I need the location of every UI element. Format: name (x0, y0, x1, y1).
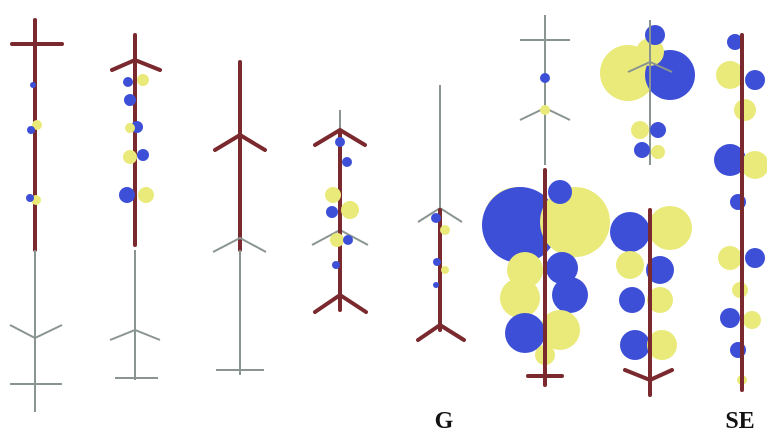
molecule-6 (482, 15, 610, 385)
orbital-lobe (716, 61, 744, 89)
orbital-lobe (123, 77, 133, 87)
molecule-4 (312, 110, 368, 312)
orbital-lobe (620, 330, 650, 360)
orbital-lobe (441, 266, 449, 274)
orbital-lobe (734, 99, 756, 121)
orbital-lobe (720, 308, 740, 328)
molecule-bond (418, 85, 462, 222)
orbital-lobe (325, 187, 341, 203)
orbital-lobe (440, 225, 450, 235)
orbital-lobe (433, 282, 439, 288)
orbital-lobe (634, 142, 650, 158)
molecule-bond (110, 250, 160, 380)
figure: G SE (0, 0, 767, 436)
orbital-lobe (540, 105, 550, 115)
molecule-bond (315, 130, 366, 312)
molecule-bond (213, 238, 266, 375)
page: G SE (() => { const data = JSON.parse(do… (0, 0, 767, 436)
orbital-lobe (616, 251, 644, 279)
orbital-lobe (342, 157, 352, 167)
orbital-lobe (433, 258, 441, 266)
orbital-lobe (30, 82, 36, 88)
orbital-lobe (548, 180, 572, 204)
molecule-bond (520, 15, 570, 165)
molecule-5 (418, 85, 464, 340)
orbital-lobe (743, 311, 761, 329)
molecule-bond (112, 35, 160, 245)
orbital-lobe (124, 94, 136, 106)
orbital-lobe (138, 187, 154, 203)
orbital-lobe (718, 246, 742, 270)
orbital-lobe (745, 248, 765, 268)
orbital-lobe (500, 278, 540, 318)
orbital-lobe (123, 150, 137, 164)
orbital-lobe (332, 261, 340, 269)
orbital-lobe (610, 212, 650, 252)
orbital-lobe (341, 201, 359, 219)
orbital-lobe (330, 233, 344, 247)
orbital-lobe (648, 206, 692, 250)
orbital-lobe (540, 73, 550, 83)
orbital-lobe (745, 70, 765, 90)
orbital-lobe (651, 145, 665, 159)
orbital-lobe (650, 122, 666, 138)
orbital-lobe (27, 126, 35, 134)
orbital-lobe (137, 74, 149, 86)
orbital-lobe (335, 137, 345, 147)
orbital-lobe (552, 277, 588, 313)
orbital-lobe (125, 123, 135, 133)
molecule-1 (10, 20, 62, 412)
label-g: G (435, 408, 454, 434)
orbital-lobe (431, 213, 441, 223)
orbital-lobe (631, 121, 649, 139)
molecule-2 (110, 35, 160, 380)
label-se: SE (725, 408, 754, 434)
orbital-lobe (619, 287, 645, 313)
molecule-bond (10, 250, 62, 412)
orbital-lobe (119, 187, 135, 203)
molecule-7 (600, 20, 695, 395)
molecule-bond (215, 62, 265, 250)
orbital-lobe (326, 206, 338, 218)
molecule-8 (714, 34, 767, 390)
orbital-lobe (343, 235, 353, 245)
orbital-lobe (137, 149, 149, 161)
molecule-bond (12, 20, 62, 250)
molecule-3 (213, 62, 266, 375)
orbital-lobe (645, 25, 665, 45)
orbital-lobe (26, 194, 34, 202)
